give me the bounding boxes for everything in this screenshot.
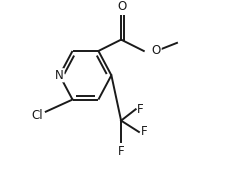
Text: F: F	[117, 145, 124, 158]
Text: F: F	[140, 125, 146, 138]
Text: O: O	[151, 44, 160, 57]
Text: Cl: Cl	[31, 109, 43, 122]
Text: F: F	[137, 103, 143, 116]
Text: O: O	[117, 0, 126, 13]
Text: N: N	[55, 69, 64, 82]
